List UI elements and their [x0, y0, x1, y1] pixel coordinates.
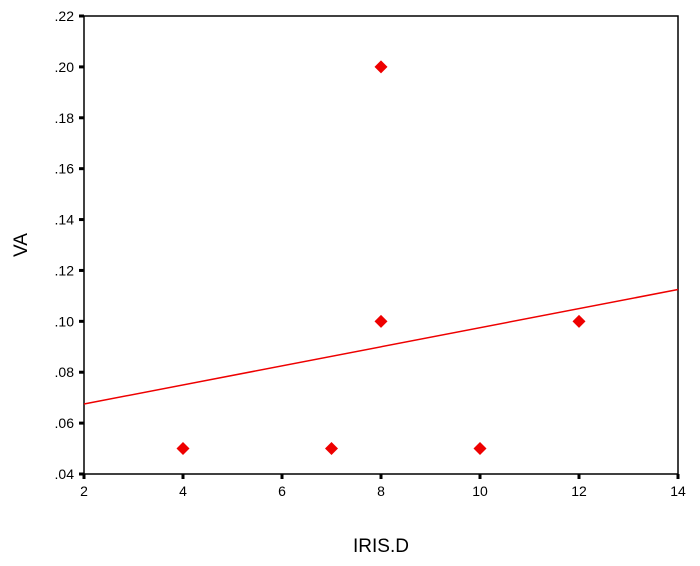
y-tick-label: .06: [55, 415, 75, 431]
x-tick-label: 10: [472, 483, 488, 499]
y-tick-label: .12: [55, 262, 75, 278]
x-axis-title: IRIS.D: [353, 536, 409, 557]
y-tick-label: .04: [55, 466, 75, 482]
x-tick-label: 8: [377, 483, 385, 499]
x-tick-label: 14: [670, 483, 686, 499]
fit-line: [83, 288, 679, 405]
y-tick-label: .08: [55, 364, 75, 380]
y-tick-label: .18: [55, 110, 75, 126]
x-tick-label: 6: [278, 483, 286, 499]
data-point: [473, 442, 487, 456]
x-tick-label: 4: [179, 483, 187, 499]
data-point: [572, 314, 586, 328]
y-tick-label: .14: [55, 212, 75, 228]
data-point: [374, 314, 388, 328]
data-point: [176, 442, 190, 456]
y-tick-label: .10: [55, 313, 75, 329]
y-tick-label: .20: [55, 59, 75, 75]
x-tick-label: 12: [571, 483, 587, 499]
y-axis: .04 .06 .08 .10 .12 .14 .16 .18 .20 .22: [55, 8, 84, 482]
data-point: [374, 60, 388, 74]
data-points: [176, 60, 586, 456]
y-axis-title: VA: [11, 233, 32, 257]
x-axis: 2 4 6 8 10 12 14: [80, 474, 686, 499]
y-tick-label: .16: [55, 161, 75, 177]
plot-frame: [83, 15, 679, 475]
x-tick-label: 2: [80, 483, 88, 499]
y-tick-label: .22: [55, 8, 75, 24]
data-point: [325, 442, 338, 456]
